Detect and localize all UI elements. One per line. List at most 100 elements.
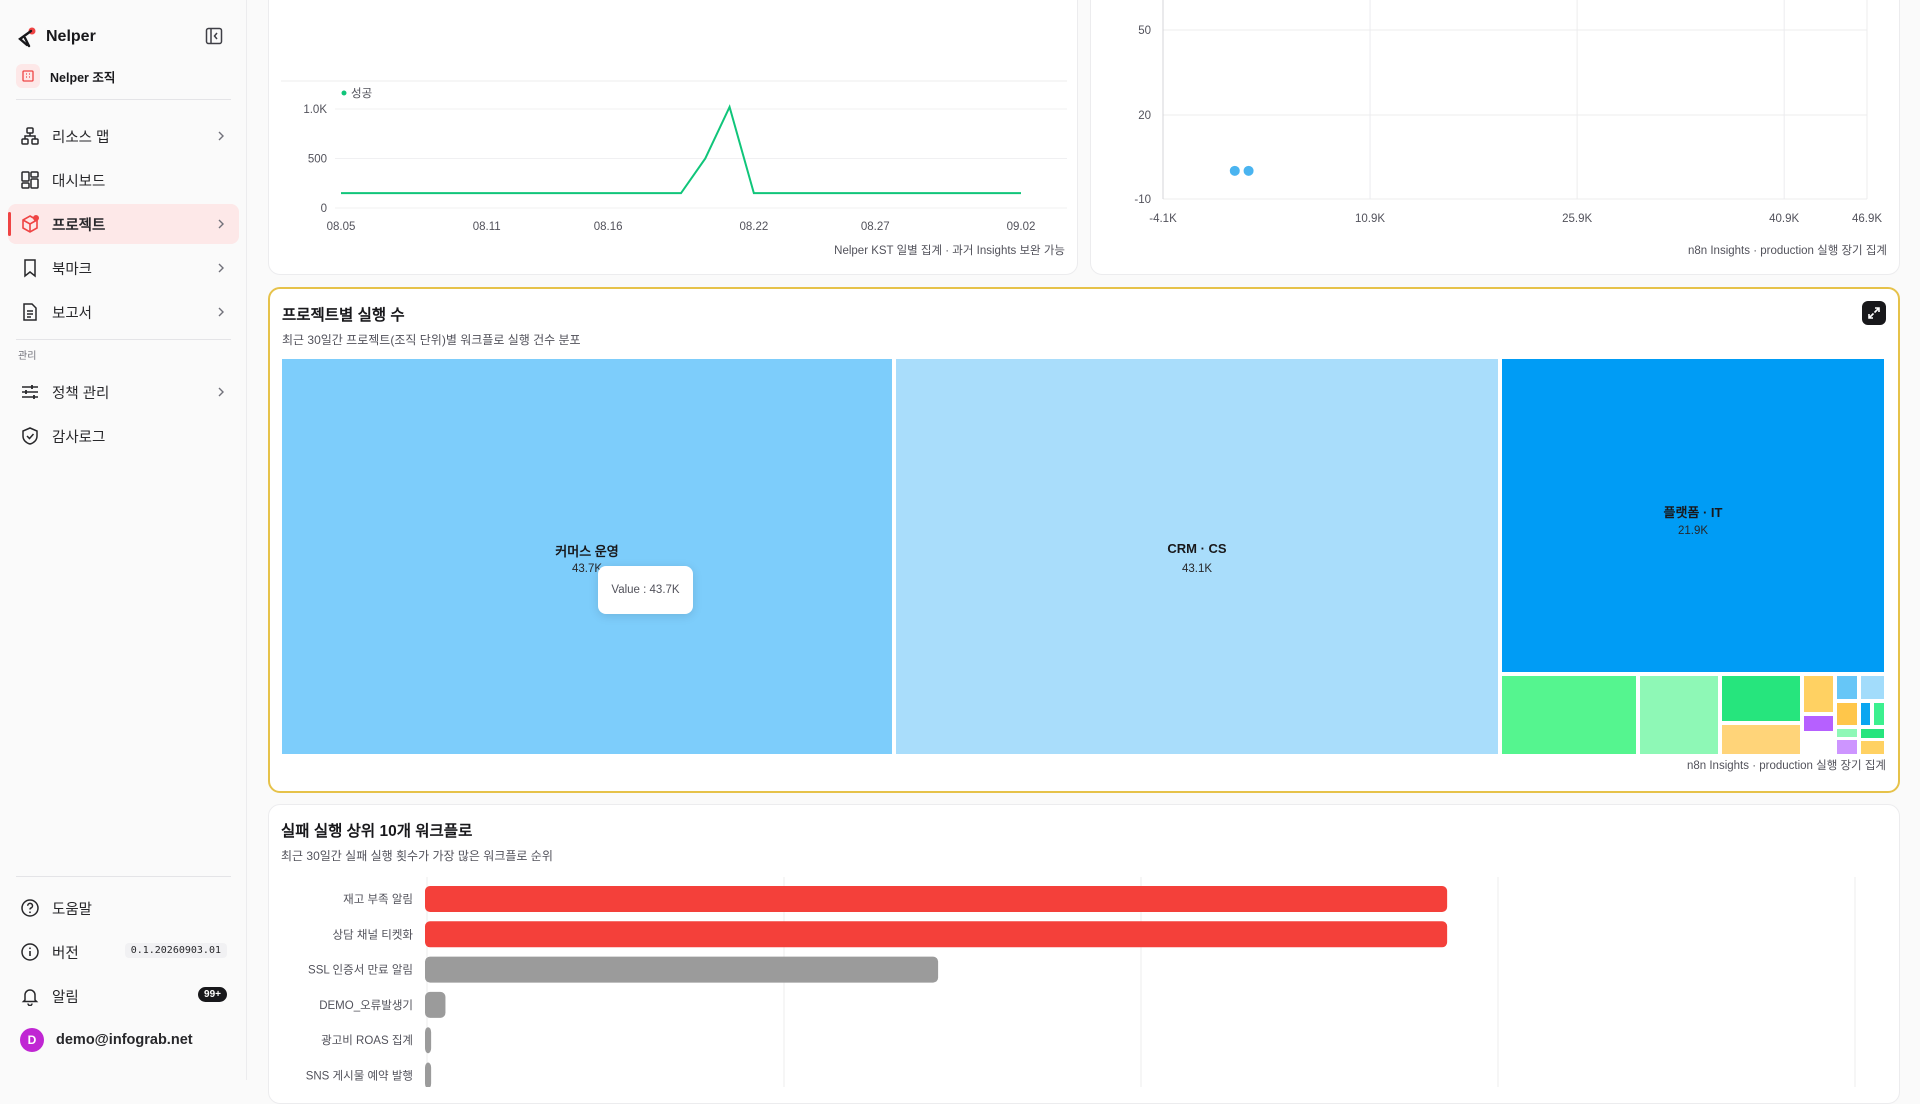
treemap-small-node[interactable] xyxy=(1804,716,1833,731)
nav-item-audit-log[interactable]: 감사로그 xyxy=(8,416,239,456)
treemap-node-label: CRM · CS xyxy=(1167,541,1227,556)
bar xyxy=(425,921,1448,948)
treemap-small-node[interactable] xyxy=(1861,703,1870,725)
treemap-small-node[interactable] xyxy=(1861,676,1884,699)
card-title: 프로젝트별 실행 수 xyxy=(282,307,405,324)
treemap: 커머스 운영 43.7K CRM · CS 43.1K 플랫폼 · IT 21.9K xyxy=(282,359,1884,754)
x-tick-label: 08.22 xyxy=(739,221,768,233)
help-circle-icon xyxy=(21,899,39,917)
nav-label: 프로젝트 xyxy=(52,217,106,234)
nav-item-dashboard[interactable]: 대시보드 xyxy=(8,160,239,200)
treemap-node-value: 43.1K xyxy=(1181,563,1213,575)
treemap-node-label: 커머스 운영 xyxy=(555,544,619,559)
line-chart: 0 500 1.0K 08.05 08.11 08.16 08.22 08.27 09.02 성공 xyxy=(281,80,1067,233)
sitemap-icon xyxy=(21,127,39,145)
nav-label: 정책 관리 xyxy=(52,385,110,402)
footer-nav: 도움말 버전 0.1.20260903.01 알림 99+ D demo@inf… xyxy=(8,888,239,1064)
treemap-small-node[interactable] xyxy=(1722,725,1800,754)
treemap-small-node[interactable] xyxy=(1837,703,1857,725)
treemap-small-node[interactable] xyxy=(1722,676,1800,721)
chevron-right-icon xyxy=(218,219,224,229)
treemap-tooltip: Value : 43.7K xyxy=(598,566,693,614)
nav-label: 북마크 xyxy=(52,261,93,278)
bar xyxy=(425,1062,432,1089)
y-tick-label: 20 xyxy=(1138,110,1151,122)
nav-label: 알림 xyxy=(52,989,79,1006)
treemap-node[interactable]: 플랫폼 · IT 21.9K xyxy=(1502,359,1884,672)
user-email: demo@infograb.net xyxy=(56,1032,193,1048)
user-menu[interactable]: D demo@infograb.net xyxy=(8,1020,239,1060)
x-tick-label: 08.16 xyxy=(594,221,623,233)
nav-item-alerts[interactable]: 알림 99+ xyxy=(8,976,239,1016)
treemap-small-node[interactable] xyxy=(1837,676,1857,699)
nav-label: 감사로그 xyxy=(52,429,106,446)
nav-label: 대시보드 xyxy=(52,173,106,190)
x-tick-label: 09.02 xyxy=(1007,221,1036,233)
treemap-node-value: 21.9K xyxy=(1677,525,1709,537)
failed-top10-bar-card: 실패 실행 상위 10개 워크플로 최근 30일간 실패 실행 횟수가 가장 많… xyxy=(268,804,1900,1104)
expand-button[interactable] xyxy=(1862,301,1886,325)
nav-label: 리소스 맵 xyxy=(52,129,110,146)
sidebar-collapse-icon[interactable] xyxy=(205,27,223,45)
brand[interactable]: Nelper xyxy=(16,24,96,50)
treemap-small-node[interactable] xyxy=(1837,729,1857,737)
series-line xyxy=(341,104,1021,195)
bar xyxy=(425,886,1448,912)
treemap-small-node[interactable] xyxy=(1640,676,1718,754)
bar-category-label: SSL 인증서 만료 알림 xyxy=(308,963,413,977)
scatter-chart: 50 20 -10 -4.1K 10.9K 25.9K 40.9K 46.9K xyxy=(1134,0,1882,225)
nav-item-resource-map[interactable]: 리소스 맵 xyxy=(8,116,239,156)
divider xyxy=(16,99,231,100)
card-subtitle: 최근 30일간 프로젝트(조직 단위)별 워크플로 실행 건수 분포 xyxy=(282,333,581,347)
treemap-small-node[interactable] xyxy=(1861,729,1884,738)
nav-item-report[interactable]: 보고서 xyxy=(8,292,239,332)
treemap-small-node[interactable] xyxy=(1804,676,1833,712)
nav-item-policy[interactable]: 정책 관리 xyxy=(8,372,239,412)
y-tick-label: -10 xyxy=(1134,194,1151,206)
nav-label: 도움말 xyxy=(52,901,93,918)
divider xyxy=(16,876,231,877)
treemap-small-node[interactable] xyxy=(1874,703,1884,725)
nav-item-bookmark[interactable]: 북마크 xyxy=(8,248,239,288)
treemap-node[interactable]: CRM · CS 43.1K xyxy=(896,359,1498,754)
divider xyxy=(16,339,231,340)
treemap-small-node[interactable] xyxy=(1837,740,1857,754)
org-name: Nelper 조직 xyxy=(50,70,116,85)
nav-item-help[interactable]: 도움말 xyxy=(8,888,239,928)
scatter-point xyxy=(1243,165,1254,176)
bar-chart: 재고 부족 알림 상담 채널 티켓화 SSL 인증서 만료 알림 DEMO_오류발생기… xyxy=(269,877,1901,1089)
info-icon xyxy=(21,943,39,961)
success-line-chart-card: 0 500 1.0K 08.05 08.11 08.16 08.22 08.27 09.02 성공… xyxy=(268,0,1078,275)
org-switcher[interactable]: Nelper 조직 xyxy=(16,64,115,88)
expand-icon xyxy=(1868,307,1880,319)
x-tick-label: 08.27 xyxy=(861,221,890,233)
bell-icon xyxy=(21,989,39,1006)
admin-nav: 정책 관리 감사로그 xyxy=(8,372,239,460)
building-icon xyxy=(16,64,40,88)
x-tick-label: 10.9K xyxy=(1355,213,1385,225)
card-subtitle: 최근 30일간 실패 실행 횟수가 가장 많은 워크플로 순위 xyxy=(281,849,553,863)
chevron-right-icon xyxy=(218,263,224,273)
scatter-point xyxy=(1229,165,1240,176)
main-nav: 리소스 맵 대시보드 프로젝트 북마크 보고서 xyxy=(8,116,239,336)
treemap-node[interactable]: 커머스 운영 43.7K xyxy=(282,359,892,754)
nav-item-project[interactable]: 프로젝트 xyxy=(8,204,239,244)
bookmark-icon xyxy=(24,259,36,278)
x-tick-label: 08.11 xyxy=(473,221,501,233)
legend-label: 성공 xyxy=(351,87,372,100)
bar xyxy=(425,991,446,1018)
sliders-icon xyxy=(22,385,38,399)
project-executions-treemap-card[interactable]: 프로젝트별 실행 수 최근 30일간 프로젝트(조직 단위)별 워크플로 실행 … xyxy=(268,287,1900,793)
treemap-small-node[interactable] xyxy=(1502,676,1636,754)
nav-label: 버전 xyxy=(52,945,79,962)
treemap-small-node[interactable] xyxy=(1861,741,1884,754)
box-icon xyxy=(22,215,39,233)
nelper-logo-icon xyxy=(18,27,36,48)
bar-category-label: DEMO_오류발생기 xyxy=(319,999,413,1012)
brand-name: Nelper xyxy=(46,28,96,45)
chevron-right-icon xyxy=(218,131,224,141)
x-tick-label: 40.9K xyxy=(1769,213,1799,225)
bar-category-label: SNS 게시물 예약 발행 xyxy=(306,1069,413,1083)
version-badge: 0.1.20260903.01 xyxy=(124,943,227,958)
